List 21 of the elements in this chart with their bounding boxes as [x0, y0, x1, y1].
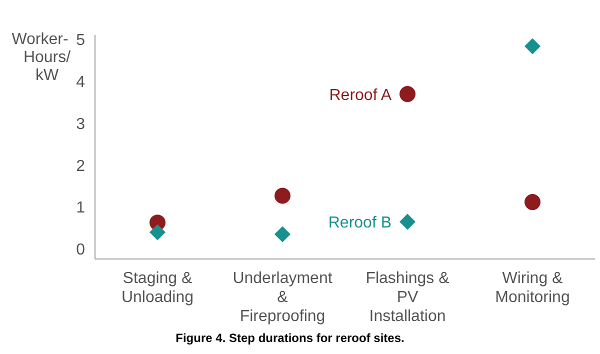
point [274, 226, 290, 242]
point [524, 194, 540, 210]
y-tick-label: 2 [76, 158, 86, 175]
point [274, 188, 290, 204]
caption: Figure 4. Step durations for reroof sites. [176, 331, 404, 345]
x-tick-label: Flashings & PV Installation [366, 270, 450, 325]
y-tick-label: 5 [76, 32, 86, 50]
point [400, 214, 416, 230]
point [524, 38, 540, 54]
x-tick-label: Underlayment & Fireproofing [232, 270, 333, 325]
series-label: Reroof A [329, 87, 392, 104]
y-axis-title: Worker-Hours/kW [12, 31, 72, 84]
y-tick-label: 3 [76, 116, 86, 133]
series-label: Reroof B [328, 214, 392, 232]
y-tick-label: 4 [76, 74, 86, 92]
x-tick-label: Staging & Unloading [121, 270, 194, 306]
y-tick-label: 0 [76, 242, 86, 259]
y-tick-label: 1 [76, 200, 86, 217]
point [400, 86, 416, 102]
point [150, 224, 166, 240]
x-tick-label: Wiring & Monitoring [495, 270, 570, 306]
